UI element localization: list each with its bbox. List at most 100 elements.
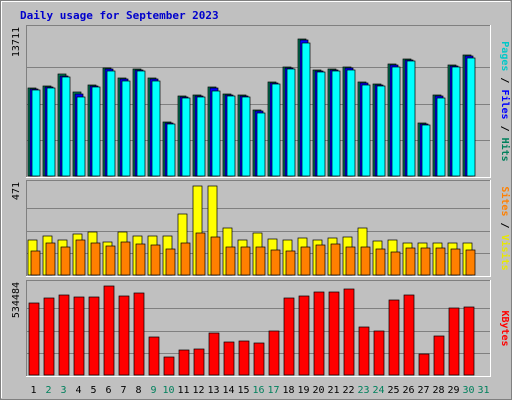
legend-part: Pages [499,41,510,71]
y-axis-max-label: 471 [11,182,22,200]
bar-kbytes-day-11 [178,349,190,376]
bar-sites-day-28 [435,247,446,276]
bar-pages-day-15 [241,96,251,177]
bar-sites-day-13 [210,236,221,276]
x-tick-day-7: 7 [120,385,126,396]
bar-pages-day-8 [136,70,146,177]
x-tick-day-22: 22 [342,385,354,396]
bar-kbytes-day-23 [358,326,370,376]
bar-pages-day-3 [61,76,71,177]
legend-part: Hits [499,138,511,162]
bar-kbytes-day-25 [388,299,400,376]
bar-kbytes-day-17 [268,330,280,376]
bar-pages-day-18 [286,68,296,177]
bar-pages-day-28 [436,97,446,177]
bar-sites-day-11 [180,242,191,276]
bar-pages-day-7 [121,80,131,177]
bar-sites-day-17 [270,249,281,276]
x-tick-day-27: 27 [417,385,429,396]
bar-kbytes-day-6 [103,285,115,376]
bar-pages-day-9 [151,80,161,177]
bar-pages-day-26 [406,60,416,177]
legend-part: Files [499,89,511,119]
legend-part: / [499,71,510,89]
x-tick-day-17: 17 [267,385,279,396]
x-tick-day-11: 11 [177,385,189,396]
bar-pages-day-16 [256,112,266,177]
x-tick-day-25: 25 [387,385,399,396]
bar-sites-day-5 [90,242,101,276]
bar-pages-day-10 [166,123,176,177]
bar-sites-day-24 [375,248,386,276]
bar-kbytes-day-15 [238,340,250,376]
bar-kbytes-day-29 [448,307,460,376]
series-legend-label: Sites / Visits [499,186,511,270]
legend-part: / [499,216,510,234]
bar-kbytes-day-20 [313,291,325,376]
bar-sites-day-20 [315,244,326,276]
legend-part: / [499,120,510,138]
x-tick-day-16: 16 [252,385,264,396]
x-tick-day-18: 18 [282,385,294,396]
bar-pages-day-17 [271,83,281,177]
bar-pages-day-21 [331,70,341,177]
bar-sites-day-29 [450,248,461,276]
series-legend-label: Pages / Files / Hits [499,41,511,161]
bar-pages-day-29 [451,66,461,177]
bar-kbytes-day-1 [28,302,40,376]
bar-kbytes-day-21 [328,291,340,376]
x-tick-day-29: 29 [447,385,459,396]
chart-panels: 13711 Pages / Files / Hits 471 Sites / Visi… [11,25,511,377]
bar-pages-day-24 [376,85,386,177]
bar-kbytes-day-8 [133,292,145,376]
x-tick-day-20: 20 [312,385,324,396]
bar-kbytes-day-10 [163,356,175,376]
bar-kbytes-day-7 [118,295,130,376]
bar-sites-day-30 [465,249,476,276]
bar-sites-day-15 [240,246,251,276]
legend-part: KBytes [499,310,510,346]
bar-pages-day-14 [226,95,236,177]
bar-kbytes-day-3 [58,294,70,376]
bar-kbytes-day-12 [193,348,205,376]
bar-pages-day-5 [91,86,101,177]
bar-sites-day-7 [120,241,131,276]
series-legend-label: KBytes [499,310,510,346]
bar-sites-day-4 [75,239,86,276]
bar-sites-day-12 [195,232,206,276]
bar-kbytes-day-24 [373,330,385,376]
bar-pages-day-6 [106,70,116,177]
bar-kbytes-day-26 [403,294,415,376]
bar-kbytes-day-16 [253,342,265,376]
panel-kbytes: 534484 KBytes [11,280,510,377]
bar-pages-day-30 [466,57,476,177]
bar-sites-day-16 [255,246,266,276]
bar-pages-day-22 [346,69,356,177]
bar-pages-day-12 [196,96,206,177]
x-tick-day-26: 26 [402,385,414,396]
x-tick-day-8: 8 [135,385,141,396]
x-tick-day-10: 10 [162,385,174,396]
x-tick-day-12: 12 [192,385,204,396]
bar-pages-day-2 [46,87,56,177]
bar-pages-day-4 [76,96,86,177]
x-tick-day-15: 15 [237,385,249,396]
bar-sites-day-21 [330,243,341,276]
panel-pages-files-hits: 13711 Pages / Files / Hits [11,25,511,178]
x-tick-day-14: 14 [222,385,234,396]
x-tick-day-4: 4 [75,385,81,396]
bar-sites-day-3 [60,246,71,276]
bar-pages-day-19 [301,42,311,177]
panel-visits-sites: 471 Sites / Visits [11,180,511,277]
x-tick-day-6: 6 [105,385,111,396]
bar-sites-day-18 [285,250,296,276]
bar-sites-day-26 [405,247,416,276]
x-tick-day-28: 28 [432,385,444,396]
bar-pages-day-25 [391,66,401,177]
bar-sites-day-6 [105,245,116,276]
bar-kbytes-day-14 [223,341,235,376]
bar-sites-day-9 [150,244,161,276]
chart-title: Daily usage for September 2023 [20,9,219,22]
bar-pages-day-20 [316,71,326,177]
